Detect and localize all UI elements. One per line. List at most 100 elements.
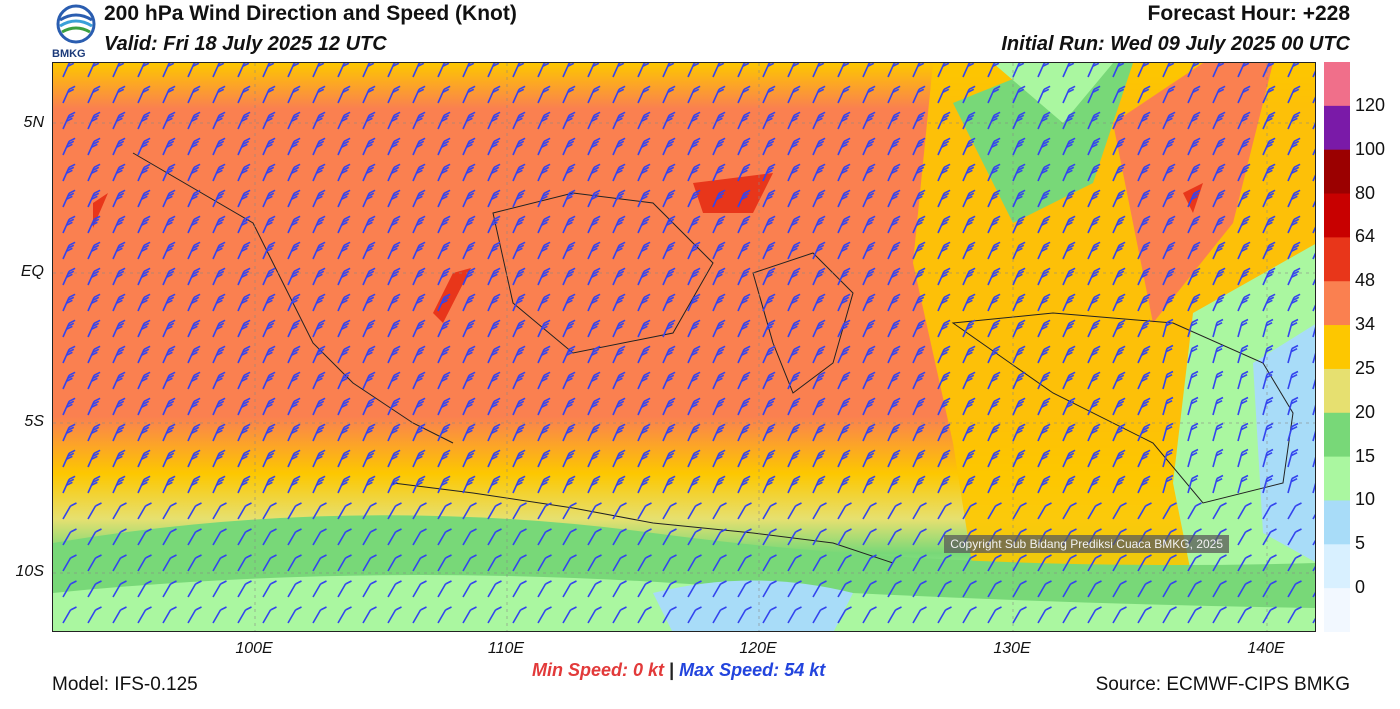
wind-barb [437, 111, 451, 130]
wind-barb [662, 241, 676, 260]
wind-barb [237, 606, 252, 624]
wind-barb [1137, 423, 1151, 442]
wind-barb [687, 397, 701, 416]
wind-barb [1237, 502, 1252, 520]
wind-barb [1112, 449, 1126, 468]
wind-barb [62, 397, 76, 416]
wind-barb [437, 189, 451, 208]
wind-barb [162, 189, 176, 208]
wind-barb [987, 423, 1001, 442]
wind-barb [937, 475, 951, 494]
wind-map: Copyright Sub Bidang Prediksi Cuaca BMKG… [52, 62, 1316, 632]
wind-barb [1087, 215, 1101, 234]
wind-barb [1112, 371, 1126, 390]
wind-barb [1062, 319, 1076, 338]
wind-barb [687, 319, 701, 338]
wind-barb [1237, 293, 1251, 312]
wind-barb [537, 475, 551, 494]
wind-barb [812, 215, 826, 234]
wind-barb [1187, 215, 1201, 234]
wind-barb [187, 241, 201, 260]
wind-barb [1012, 554, 1027, 572]
wind-barb [537, 449, 551, 468]
wind-barb [837, 163, 851, 182]
wind-barb [1187, 606, 1202, 624]
wind-barb [1062, 423, 1076, 442]
wind-barb [137, 554, 152, 572]
wind-barb [387, 475, 401, 494]
wind-barb [837, 85, 851, 104]
wind-barb [1087, 554, 1102, 572]
wind-barb [1012, 267, 1026, 286]
max-speed-value: 54 kt [784, 660, 826, 680]
wind-barb [912, 345, 926, 364]
wind-barb [337, 293, 351, 312]
wind-barb [1012, 293, 1026, 312]
colorbar-label: 0 [1355, 577, 1366, 598]
wind-barb [137, 606, 152, 624]
wind-barb [187, 63, 200, 78]
wind-barb [312, 293, 326, 312]
wind-barb [1137, 293, 1151, 312]
wind-barb [1012, 606, 1027, 624]
wind-barb [487, 215, 501, 234]
wind-barb [1162, 137, 1176, 156]
wind-barb [737, 449, 751, 468]
wind-barb [862, 423, 876, 442]
wind-barb [387, 554, 402, 572]
wind-barb [612, 137, 626, 156]
wind-barb [687, 163, 701, 182]
wind-barb [937, 319, 951, 338]
wind-barb [712, 85, 726, 104]
wind-barb [462, 449, 476, 468]
wind-barb [437, 319, 451, 338]
wind-barb [812, 319, 826, 338]
wind-barb [412, 215, 426, 234]
wind-barb [462, 606, 477, 624]
wind-barb [62, 163, 76, 182]
wind-barb [912, 580, 927, 598]
wind-barb [512, 606, 527, 624]
wind-barb [612, 345, 626, 364]
wind-barb [837, 502, 852, 520]
wind-barb [1162, 63, 1175, 78]
wind-barb [112, 580, 127, 598]
wind-barb [612, 293, 626, 312]
wind-barb [312, 580, 327, 598]
wind-barb [862, 580, 877, 598]
wind-barb [62, 111, 76, 130]
wind-barb [237, 137, 251, 156]
wind-barb [1037, 267, 1051, 286]
wind-barb [587, 371, 601, 390]
wind-barb [1037, 423, 1051, 442]
colorbar-label: 15 [1355, 445, 1376, 466]
wind-barb [612, 319, 626, 338]
wind-barb [112, 423, 126, 442]
wind-barb [1087, 319, 1101, 338]
wind-barb [1162, 189, 1176, 208]
wind-barb [137, 397, 151, 416]
wind-barb [1012, 163, 1026, 182]
wind-barb [912, 215, 926, 234]
wind-barb [987, 397, 1001, 416]
wind-barb [1262, 344, 1274, 364]
wind-barb [562, 111, 576, 130]
wind-barb [337, 267, 351, 286]
wind-barb [1212, 554, 1227, 572]
wind-barb [687, 137, 701, 156]
wind-barb [212, 111, 226, 130]
wind-barb [1062, 449, 1076, 468]
wind-barb [762, 449, 776, 468]
wind-barb [1287, 370, 1299, 390]
wind-barb [1237, 215, 1251, 234]
wind-barb [312, 423, 326, 442]
wind-barb [1212, 344, 1224, 364]
wind-barb [1212, 580, 1227, 598]
wind-barb [162, 345, 176, 364]
wind-barb [837, 241, 851, 260]
wind-barb [1012, 502, 1027, 520]
wind-barb [1262, 189, 1276, 208]
wind-barb [437, 371, 451, 390]
source-label: Source: ECMWF-CIPS BMKG [1095, 674, 1350, 695]
wind-barb [337, 345, 351, 364]
